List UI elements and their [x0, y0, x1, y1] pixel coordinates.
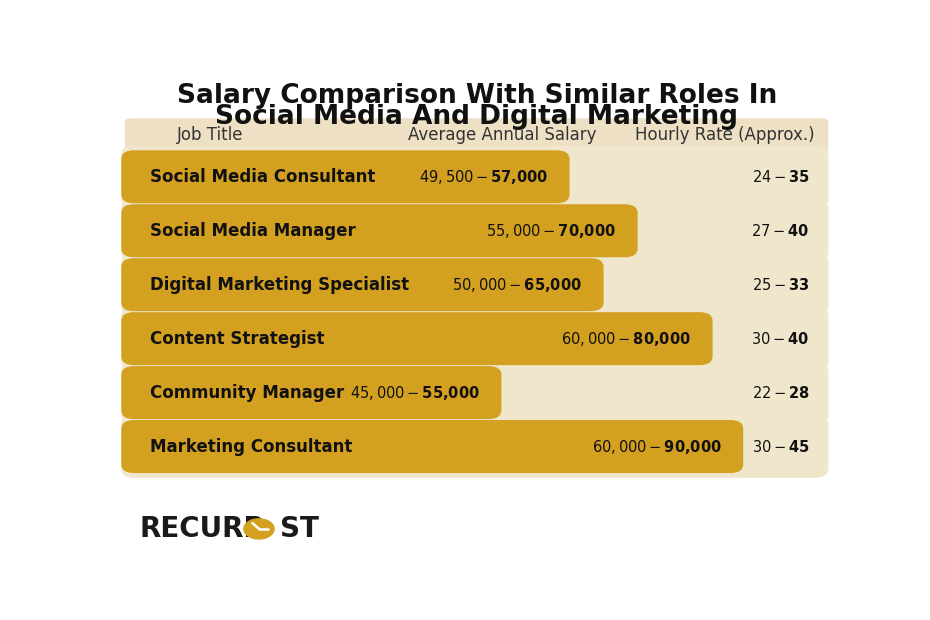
- Text: $60,000-$80,000: $60,000-$80,000: [561, 330, 691, 348]
- Text: Job Title: Job Title: [177, 126, 244, 144]
- Text: $25-$33: $25-$33: [751, 277, 810, 293]
- Text: $22-$28: $22-$28: [751, 384, 810, 401]
- Text: $30-$45: $30-$45: [751, 438, 810, 454]
- Text: Hourly Rate (Approx.): Hourly Rate (Approx.): [635, 126, 815, 144]
- FancyBboxPatch shape: [121, 146, 829, 208]
- Text: ST: ST: [280, 515, 319, 543]
- FancyBboxPatch shape: [125, 118, 829, 153]
- Text: Digital Marketing Specialist: Digital Marketing Specialist: [150, 276, 409, 294]
- Text: Salary Comparison With Similar Roles In: Salary Comparison With Similar Roles In: [177, 83, 777, 109]
- FancyBboxPatch shape: [121, 420, 743, 473]
- FancyBboxPatch shape: [121, 366, 501, 419]
- Text: $55,000-$70,000: $55,000-$70,000: [486, 222, 616, 240]
- Text: Average Annual Salary: Average Annual Salary: [407, 126, 596, 144]
- FancyBboxPatch shape: [121, 204, 638, 257]
- FancyBboxPatch shape: [121, 308, 829, 370]
- FancyBboxPatch shape: [121, 200, 829, 262]
- Text: RECURP: RECURP: [140, 515, 264, 543]
- FancyBboxPatch shape: [121, 312, 712, 365]
- Text: $50,000-$65,000: $50,000-$65,000: [452, 276, 582, 294]
- Text: Social Media Consultant: Social Media Consultant: [150, 168, 376, 186]
- FancyBboxPatch shape: [121, 258, 604, 311]
- Text: Community Manager: Community Manager: [150, 384, 344, 402]
- Text: $49,500-$57,000: $49,500-$57,000: [418, 168, 548, 186]
- Text: Marketing Consultant: Marketing Consultant: [150, 438, 352, 456]
- FancyBboxPatch shape: [121, 361, 829, 424]
- Text: Social Media Manager: Social Media Manager: [150, 222, 356, 240]
- FancyBboxPatch shape: [121, 150, 569, 203]
- Text: Content Strategist: Content Strategist: [150, 330, 325, 348]
- Text: $30-$40: $30-$40: [751, 330, 810, 347]
- Text: $27-$40: $27-$40: [751, 223, 810, 239]
- FancyBboxPatch shape: [121, 415, 829, 478]
- Circle shape: [244, 519, 274, 539]
- Text: Social Media And Digital Marketing: Social Media And Digital Marketing: [215, 104, 738, 130]
- FancyBboxPatch shape: [121, 254, 829, 316]
- Text: $24-$35: $24-$35: [751, 169, 810, 185]
- Text: $60,000-$90,000: $60,000-$90,000: [591, 438, 722, 456]
- Text: $45,000-$55,000: $45,000-$55,000: [350, 384, 480, 402]
